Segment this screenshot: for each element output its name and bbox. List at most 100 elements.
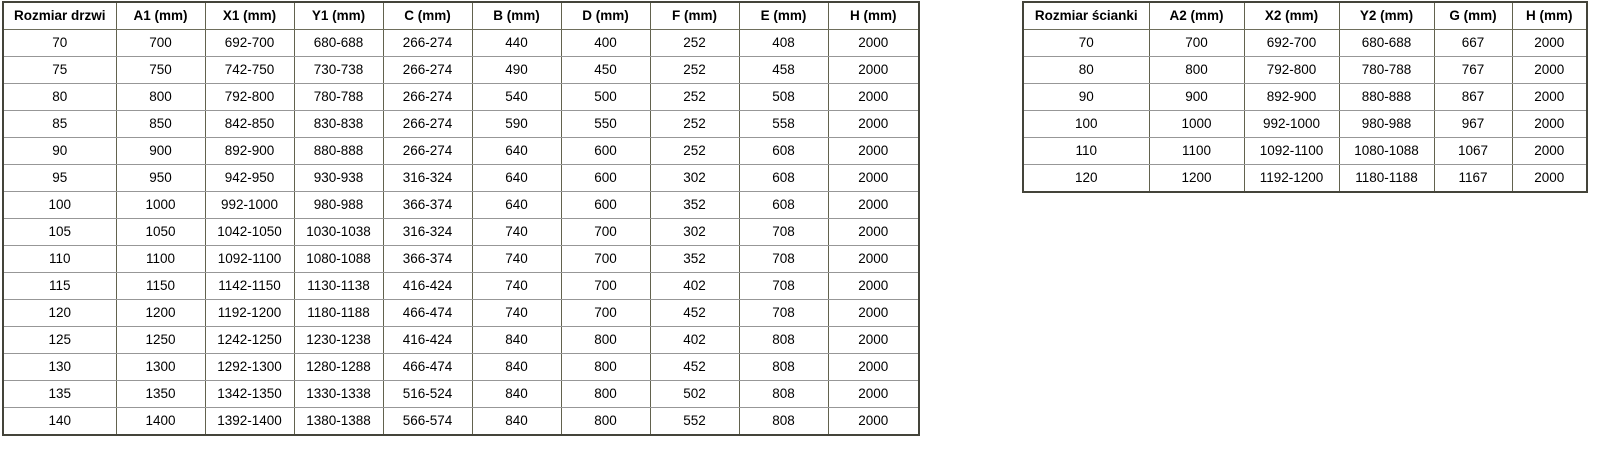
table-cell: 2000 (827, 353, 920, 381)
table-cell: 550 (560, 110, 651, 138)
column-header: Rozmiar ścianki (1022, 1, 1150, 30)
table-cell: 808 (738, 380, 829, 408)
column-header: X1 (mm) (204, 1, 295, 30)
table-cell: 100 (1022, 110, 1150, 138)
table-cell: 2000 (827, 164, 920, 192)
table-cell: 742-750 (204, 56, 295, 84)
table-cell: 608 (738, 191, 829, 219)
table-cell: 700 (560, 299, 651, 327)
table-row: 110 1100 1092-1100 1080-1088 1067 2000 (1022, 137, 1588, 165)
table-cell: 640 (471, 164, 562, 192)
wall-size-table: Rozmiar ścianki A2 (mm) X2 (mm) Y2 (mm) G (m… (1022, 1, 1588, 193)
table-cell: 466-474 (382, 299, 473, 327)
table-cell: 1242-1250 (204, 326, 295, 354)
table-cell: 600 (560, 164, 651, 192)
table-cell: 892-900 (1243, 83, 1340, 111)
table-cell: 667 (1433, 29, 1513, 57)
table-cell: 840 (471, 326, 562, 354)
table-cell: 792-800 (204, 83, 295, 111)
table-row: 125 1250 1242-1250 1230-1238 416-424 840 800 40… (2, 326, 920, 354)
table-row: 100 1000 992-1000 980-988 967 2000 (1022, 110, 1588, 138)
table-cell: 1130-1138 (293, 272, 384, 300)
table-row: 105 1050 1042-1050 1030-1038 316-324 740 700 30… (2, 218, 920, 246)
table-cell: 402 (649, 272, 740, 300)
table-cell: 516-524 (382, 380, 473, 408)
table-cell: 692-700 (1243, 29, 1340, 57)
table-cell: 452 (649, 299, 740, 327)
table-cell: 1342-1350 (204, 380, 295, 408)
table-cell: 840 (471, 353, 562, 381)
table-cell: 740 (471, 245, 562, 273)
table-cell: 1142-1150 (204, 272, 295, 300)
table-cell: 2000 (1511, 83, 1588, 111)
table-cell: 1392-1400 (204, 407, 295, 436)
table-cell: 80 (2, 83, 117, 111)
table-cell: 302 (649, 218, 740, 246)
table-cell: 640 (471, 191, 562, 219)
table-cell: 892-900 (204, 137, 295, 165)
table-cell: 992-1000 (204, 191, 295, 219)
table-row: 120 1200 1192-1200 1180-1188 1167 2000 (1022, 164, 1588, 193)
table-cell: 1000 (115, 191, 206, 219)
table-cell: 266-274 (382, 29, 473, 57)
table-cell: 600 (560, 137, 651, 165)
table-cell: 800 (115, 83, 206, 111)
table-cell: 110 (2, 245, 117, 273)
table-cell: 1330-1338 (293, 380, 384, 408)
table-row: 90 900 892-900 880-888 266-274 640 600 252 608 20… (2, 137, 920, 165)
table-cell: 440 (471, 29, 562, 57)
table-cell: 70 (1022, 29, 1150, 57)
table-cell: 366-374 (382, 245, 473, 273)
table-cell: 266-274 (382, 83, 473, 111)
table-cell: 708 (738, 218, 829, 246)
table-cell: 252 (649, 137, 740, 165)
table-cell: 2000 (827, 245, 920, 273)
table-cell: 840 (471, 407, 562, 436)
table-cell: 95 (2, 164, 117, 192)
table-cell: 80 (1022, 56, 1150, 84)
table-cell: 700 (560, 272, 651, 300)
table-cell: 980-988 (1338, 110, 1435, 138)
table-cell: 730-738 (293, 56, 384, 84)
table-cell: 1150 (115, 272, 206, 300)
table-cell: 700 (560, 245, 651, 273)
table-cell: 900 (115, 137, 206, 165)
table-cell: 992-1000 (1243, 110, 1340, 138)
table-cell: 352 (649, 191, 740, 219)
table-row: 110 1100 1092-1100 1080-1088 366-374 740 700 35… (2, 245, 920, 273)
table-row: 70 700 692-700 680-688 266-274 440 400 252 408 20… (2, 29, 920, 57)
table-cell: 2000 (827, 110, 920, 138)
table-cell: 590 (471, 110, 562, 138)
door-size-table: Rozmiar drzwi A1 (mm) X1 (mm) Y1 (mm) C (mm)… (2, 1, 920, 436)
table-cell: 1000 (1148, 110, 1245, 138)
table-cell: 640 (471, 137, 562, 165)
table-cell: 500 (560, 83, 651, 111)
table-cell: 867 (1433, 83, 1513, 111)
table-cell: 840 (471, 380, 562, 408)
table-row: 90 900 892-900 880-888 867 2000 (1022, 83, 1588, 111)
table-cell: 1080-1088 (1338, 137, 1435, 165)
table-cell: 1380-1388 (293, 407, 384, 436)
table-cell: 452 (649, 353, 740, 381)
table-cell: 75 (2, 56, 117, 84)
column-header: A2 (mm) (1148, 1, 1245, 30)
table-cell: 366-374 (382, 191, 473, 219)
table-cell: 900 (1148, 83, 1245, 111)
table-cell: 1167 (1433, 164, 1513, 193)
table-cell: 110 (1022, 137, 1150, 165)
table-row: 140 1400 1392-1400 1380-1388 566-574 840 800 55… (2, 407, 920, 436)
table-cell: 2000 (827, 299, 920, 327)
table-row: 80 800 792-800 780-788 266-274 540 500 252 508 20… (2, 83, 920, 111)
table-cell: 680-688 (293, 29, 384, 57)
column-header: F (mm) (649, 1, 740, 30)
table-cell: 266-274 (382, 56, 473, 84)
table-cell: 1067 (1433, 137, 1513, 165)
table-row: 95 950 942-950 930-938 316-324 640 600 302 608 20… (2, 164, 920, 192)
table-cell: 1192-1200 (204, 299, 295, 327)
table-cell: 780-788 (293, 83, 384, 111)
table-cell: 1080-1088 (293, 245, 384, 273)
table-cell: 1350 (115, 380, 206, 408)
table-cell: 2000 (827, 218, 920, 246)
table-cell: 115 (2, 272, 117, 300)
